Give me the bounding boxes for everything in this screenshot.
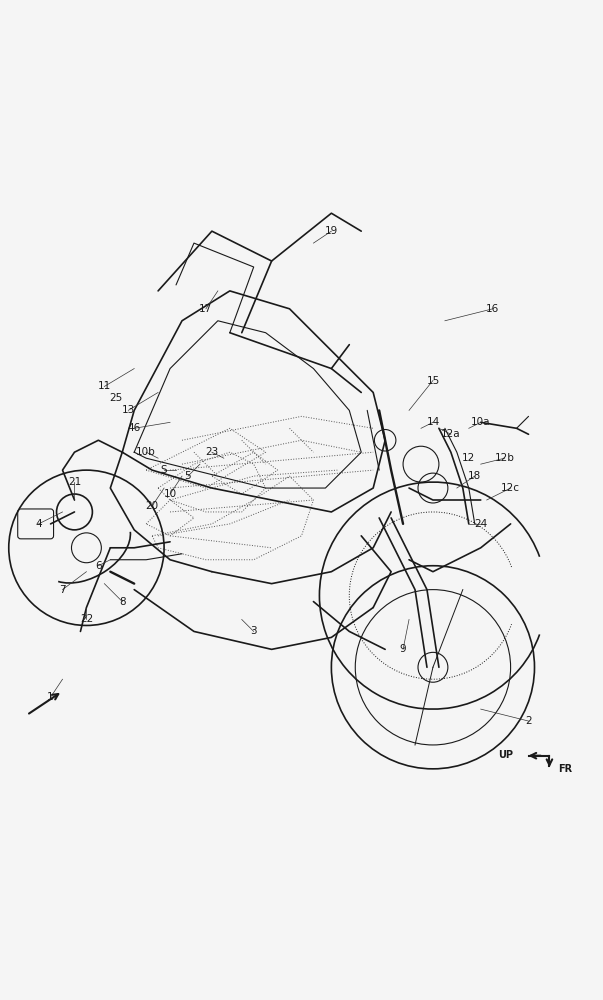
Text: 18: 18 bbox=[468, 471, 481, 481]
Text: 25: 25 bbox=[110, 393, 123, 403]
Text: 4: 4 bbox=[36, 519, 42, 529]
Text: 5: 5 bbox=[185, 471, 191, 481]
Text: 12b: 12b bbox=[494, 453, 514, 463]
Text: 13: 13 bbox=[122, 405, 135, 415]
Text: 12c: 12c bbox=[501, 483, 520, 493]
Text: 6: 6 bbox=[95, 561, 102, 571]
Text: 12: 12 bbox=[462, 453, 475, 463]
Text: 2: 2 bbox=[525, 716, 532, 726]
Text: 10: 10 bbox=[163, 489, 177, 499]
Text: 19: 19 bbox=[325, 226, 338, 236]
Text: FR: FR bbox=[558, 764, 572, 774]
Text: 20: 20 bbox=[145, 501, 159, 511]
Text: 9: 9 bbox=[400, 644, 406, 654]
Text: 8: 8 bbox=[119, 597, 125, 607]
Text: 16: 16 bbox=[486, 304, 499, 314]
Text: 46: 46 bbox=[128, 423, 141, 433]
Text: 23: 23 bbox=[205, 447, 218, 457]
Text: 1: 1 bbox=[47, 692, 54, 702]
Text: 15: 15 bbox=[426, 376, 440, 386]
Text: 14: 14 bbox=[426, 417, 440, 427]
Text: 21: 21 bbox=[68, 477, 81, 487]
Text: 3: 3 bbox=[250, 626, 257, 636]
Text: 12a: 12a bbox=[441, 429, 461, 439]
Text: 22: 22 bbox=[80, 614, 93, 624]
Text: UP: UP bbox=[499, 750, 514, 760]
Text: S: S bbox=[161, 465, 168, 475]
Text: 10a: 10a bbox=[471, 417, 490, 427]
Text: 7: 7 bbox=[59, 585, 66, 595]
Text: 11: 11 bbox=[98, 381, 111, 391]
Text: 17: 17 bbox=[199, 304, 212, 314]
Text: 10b: 10b bbox=[136, 447, 156, 457]
Text: 24: 24 bbox=[474, 519, 487, 529]
